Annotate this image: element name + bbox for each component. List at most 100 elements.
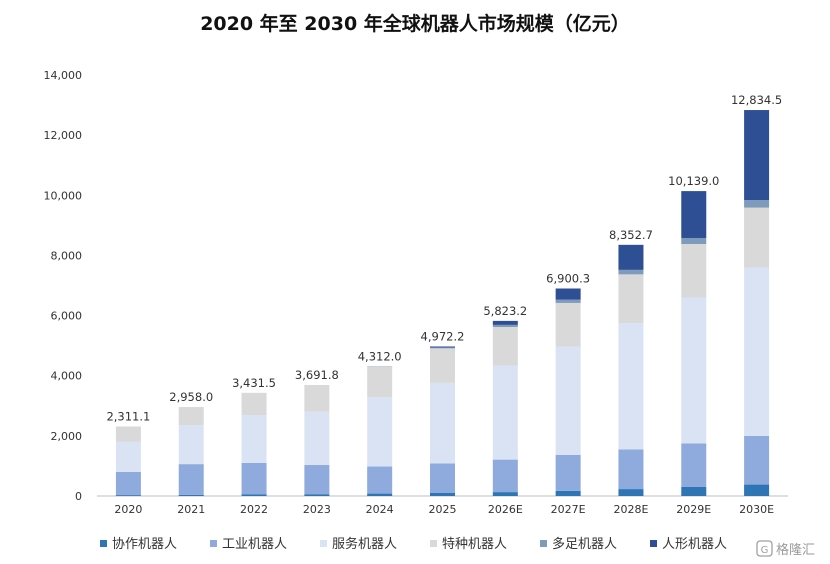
- bar-segment: [178, 425, 204, 465]
- y-tick-label: 14,000: [44, 69, 83, 82]
- total-label: 4,312.0: [358, 349, 402, 363]
- bar-segment: [304, 465, 330, 495]
- bar-segment: [492, 326, 518, 366]
- bar-segment: [681, 486, 707, 496]
- x-tick-label: 2021: [177, 503, 205, 516]
- y-tick-label: 2,000: [51, 430, 83, 443]
- bar-segment: [555, 346, 581, 455]
- total-label: 3,691.8: [295, 368, 339, 382]
- bar-segment: [744, 435, 770, 485]
- bar-segment: [367, 493, 393, 496]
- watermark-text: 格隆汇: [776, 542, 815, 558]
- legend-swatch: [320, 540, 327, 547]
- legend-label: 多足机器人: [552, 536, 617, 552]
- bar-segment: [115, 426, 141, 442]
- bar-segment: [430, 348, 455, 383]
- bar-segment: [618, 244, 644, 270]
- y-axis: 0 2,000 4,000 6,000 8,000 10,000 12,000 14,000: [44, 69, 83, 503]
- legend-swatch: [430, 540, 437, 547]
- x-tick-label: 2026E: [488, 503, 523, 516]
- bar-segment: [430, 382, 455, 464]
- y-tick-label: 6,000: [51, 310, 83, 323]
- legend-swatch: [210, 540, 217, 547]
- y-tick-label: 12,000: [44, 129, 83, 142]
- bar-segment: [492, 324, 518, 327]
- bar-segment: [178, 464, 204, 495]
- bar-segment: [618, 323, 644, 450]
- y-tick-label: 8,000: [51, 249, 83, 262]
- watermark-logo-icon: [756, 540, 773, 557]
- bar-segment: [367, 397, 393, 467]
- bar-segment: [618, 449, 644, 490]
- bar-segment: [681, 237, 707, 245]
- bar-segment: [304, 384, 330, 412]
- x-tick-label: 2029E: [676, 503, 711, 516]
- bar-segment: [430, 492, 455, 496]
- bar-segment: [430, 347, 455, 349]
- total-label: 2,958.0: [169, 390, 213, 404]
- total-label: 2,311.1: [106, 410, 150, 424]
- bar-segment: [492, 365, 518, 460]
- bar-segment: [367, 366, 393, 398]
- chart-title: 2020 年至 2030 年全球机器人市场规模（亿元）: [200, 12, 630, 35]
- bar-segment: [115, 495, 141, 496]
- x-axis: 2020 2021 2022 2023 2024 2025 2026E 2027E 2028E 2…: [97, 495, 788, 516]
- bar-segment: [744, 110, 770, 201]
- bar-segment: [681, 443, 707, 487]
- bar-segment: [304, 494, 330, 496]
- bar-segment: [241, 494, 267, 496]
- bar-segment: [618, 274, 644, 324]
- x-tick-label: 2030E: [739, 503, 774, 516]
- total-labels: 2,311.1 2,958.0 3,431.5 3,691.8 4,312.0 4,972…: [106, 93, 782, 423]
- bar-segment: [555, 288, 581, 300]
- bar-segment: [618, 489, 644, 496]
- bar-segment: [555, 299, 581, 303]
- legend-label: 工业机器人: [222, 537, 287, 552]
- bars: [115, 110, 770, 496]
- legend-swatch: [100, 540, 107, 547]
- y-tick-label: 0: [75, 490, 82, 503]
- legend-label: 特种机器人: [442, 537, 507, 552]
- bar-segment: [304, 411, 330, 466]
- bar-segment: [367, 466, 393, 494]
- bar-segment: [618, 269, 644, 275]
- total-label: 8,352.7: [609, 228, 653, 242]
- x-tick-label: 2027E: [551, 503, 586, 516]
- bar-segment: [744, 207, 770, 268]
- x-tick-label: 2024: [366, 503, 394, 516]
- bar-segment: [430, 463, 455, 493]
- bar-segment: [241, 392, 267, 416]
- bar-segment: [178, 407, 204, 426]
- bar-segment: [744, 267, 770, 436]
- x-tick-label: 2028E: [613, 503, 648, 516]
- bar-segment: [492, 459, 518, 493]
- legend-label: 服务机器人: [332, 536, 397, 552]
- y-tick-label: 4,000: [51, 370, 83, 383]
- bar-segment: [492, 320, 518, 325]
- bar-segment: [430, 346, 455, 348]
- x-tick-label: 2022: [240, 503, 268, 516]
- legend-label: 协作机器人: [112, 537, 177, 552]
- bar-segment: [555, 454, 581, 491]
- bar-segment: [555, 490, 581, 496]
- legend-swatch: [540, 540, 547, 547]
- bar-segment: [681, 191, 707, 238]
- total-label: 12,834.5: [731, 93, 782, 107]
- legend-swatch: [650, 540, 657, 547]
- total-label: 6,900.3: [546, 271, 590, 285]
- legend-label: 人形机器人: [662, 537, 727, 552]
- total-label: 3,431.5: [232, 376, 276, 390]
- watermark: G 格隆汇: [756, 540, 815, 558]
- total-label: 4,972.2: [421, 329, 465, 343]
- bar-segment: [681, 244, 707, 298]
- total-label: 5,823.2: [483, 304, 527, 318]
- x-tick-label: 2025: [429, 503, 457, 516]
- x-tick-label: 2020: [114, 503, 142, 516]
- bar-segment: [492, 492, 518, 496]
- bar-segment: [241, 415, 267, 463]
- legend: 协作机器人 工业机器人 服务机器人 特种机器人 多足机器人 人形机器人: [100, 536, 727, 552]
- bar-segment: [115, 441, 141, 472]
- bar-segment: [241, 462, 267, 495]
- total-label: 10,139.0: [668, 174, 719, 188]
- bar-segment: [555, 302, 581, 347]
